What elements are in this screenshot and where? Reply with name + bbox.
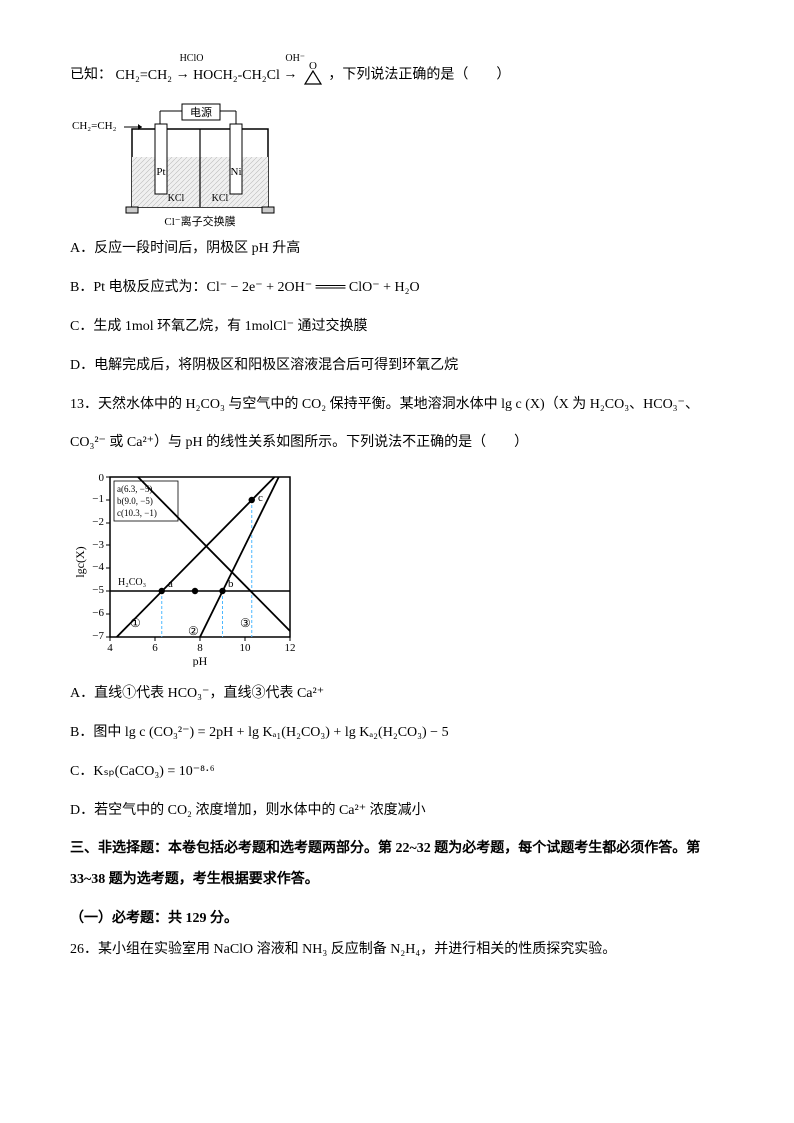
intro-reaction-line: 已知： CH₂=CH₂ HClO → HOCH₂-CH₂Cl OH⁻ → O ，… <box>70 60 724 91</box>
svg-text:4: 4 <box>107 642 113 654</box>
q26-text: 26．某小组在实验室用 NaClO 溶液和 NH₃ 反应制备 N₂H₄，并进行相… <box>70 935 724 966</box>
section3-header-line2: （一）必考题：共 129 分。 <box>70 904 724 935</box>
svg-text:c(10.3, −1): c(10.3, −1) <box>117 508 157 518</box>
svg-text:10: 10 <box>240 642 252 654</box>
svg-text:pH: pH <box>193 654 208 667</box>
svg-text:lgc(X): lgc(X) <box>73 547 87 578</box>
option-13A: A．直线①代表 HCO₃⁻，直线③代表 Ca²⁺ <box>70 679 724 710</box>
svg-text:−2: −2 <box>92 516 104 528</box>
svg-text:6: 6 <box>152 642 158 654</box>
svg-text:H₂CO₃: H₂CO₃ <box>118 577 146 588</box>
option-12B: B．Pt 电极反应式为：Cl⁻ − 2e⁻ + 2OH⁻ ═══ ClO⁻ + … <box>70 273 724 304</box>
option-12D: D．电解完成后，将阴极区和阳极区溶液混合后可得到环氧乙烷 <box>70 351 724 382</box>
svg-text:−5: −5 <box>92 584 104 596</box>
svg-text:−4: −4 <box>92 561 104 573</box>
svg-text:a: a <box>168 578 173 590</box>
power-label: 电源 <box>190 105 212 119</box>
svg-text:b: b <box>228 578 234 590</box>
reaction-formula: CH₂=CH₂ HClO → HOCH₂-CH₂Cl OH⁻ → O <box>116 68 329 83</box>
svg-text:KCl: KCl <box>212 193 229 204</box>
svg-text:12: 12 <box>285 642 296 654</box>
svg-text:0: 0 <box>99 472 105 484</box>
lgc-ph-chart: −7 −6 −5 −4 −3 −2 −1 0 4 6 8 10 12 <box>70 467 724 667</box>
q13-line2: CO₃²⁻ 或 Ca²⁺）与 pH 的线性关系如图所示。下列说法不正确的是（ ） <box>70 428 724 459</box>
svg-text:−1: −1 <box>92 493 104 505</box>
intro-suffix: ，下列说法正确的是（ ） <box>328 68 510 83</box>
svg-text:c: c <box>258 492 263 504</box>
q13-line1: 13．天然水体中的 H₂CO₃ 与空气中的 CO₂ 保持平衡。某地溶洞水体中 l… <box>70 390 724 421</box>
svg-text:Cl⁻离子交换膜: Cl⁻离子交换膜 <box>164 214 235 228</box>
svg-text:KCl: KCl <box>168 193 185 204</box>
svg-text:−7: −7 <box>92 630 104 642</box>
option-13C: C．Kₛₚ(CaCO₃) = 10⁻⁸·⁶ <box>70 757 724 788</box>
electrolysis-diagram: CH₂=CH₂ 电源 Pt Ni KCl KCl <box>70 99 724 234</box>
option-13B: B．图中 lg c (CO₃²⁻) = 2pH + lg Kₐ₁(H₂CO₃) … <box>70 718 724 749</box>
svg-text:Pt: Pt <box>156 166 165 178</box>
option-13D: D．若空气中的 CO₂ 浓度增加，则水体中的 Ca²⁺ 浓度减小 <box>70 796 724 827</box>
intro-prefix: 已知： <box>70 68 112 83</box>
ch2ch2-label: CH₂=CH₂ <box>72 120 117 132</box>
option-12A: A．反应一段时间后，阴极区 pH 升高 <box>70 234 724 265</box>
svg-text:②: ② <box>188 624 199 638</box>
svg-text:Ni: Ni <box>231 166 242 178</box>
option-12C: C．生成 1mol 环氧乙烷，有 1molCl⁻ 通过交换膜 <box>70 312 724 343</box>
svg-text:−3: −3 <box>92 539 104 551</box>
svg-text:b(9.0, −5): b(9.0, −5) <box>117 496 153 506</box>
svg-text:①: ① <box>130 616 141 630</box>
svg-text:③: ③ <box>240 616 251 630</box>
svg-text:−6: −6 <box>92 607 104 619</box>
svg-text:8: 8 <box>197 642 203 654</box>
section3-header-line1: 三、非选择题：本卷包括必考题和选考题两部分。第 22~32 题为必考题，每个试题… <box>70 834 724 896</box>
